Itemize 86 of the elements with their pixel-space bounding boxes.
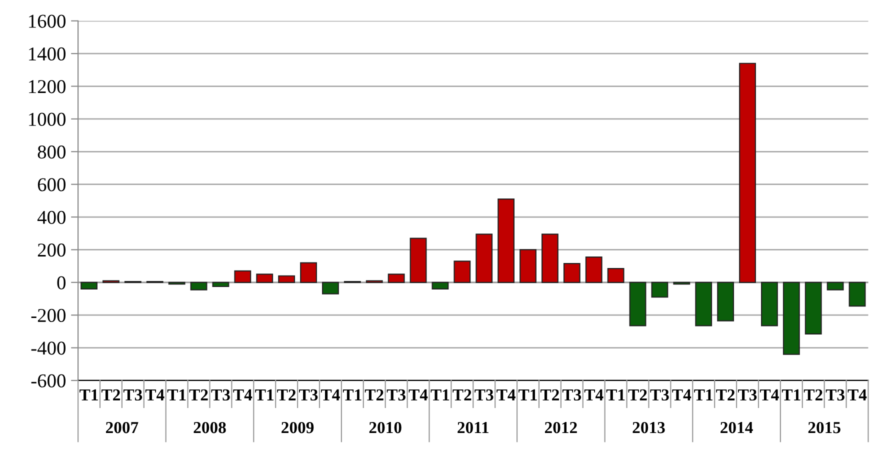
x-tick-label: T2 bbox=[716, 389, 735, 400]
y-tick-label: 1200 bbox=[29, 80, 66, 94]
x-tick-label: T3 bbox=[826, 389, 844, 401]
x-tick-label: T4 bbox=[584, 389, 604, 400]
bar bbox=[585, 256, 602, 283]
bar bbox=[739, 62, 756, 283]
bar bbox=[322, 282, 339, 294]
x-tick-label: T3 bbox=[211, 389, 230, 401]
text: 2010 bbox=[369, 422, 402, 434]
bar bbox=[476, 234, 493, 283]
bar bbox=[80, 282, 98, 290]
x-tick-label: T4 bbox=[672, 389, 692, 400]
x-tick-label: T3 bbox=[123, 389, 142, 401]
text: 2012 bbox=[544, 422, 577, 434]
x-tick-label: T1 bbox=[782, 389, 800, 400]
x-tick-label: T4 bbox=[408, 389, 428, 400]
bar bbox=[498, 198, 515, 283]
bar bbox=[388, 274, 405, 283]
bar bbox=[761, 282, 778, 326]
x-tick-label: T1 bbox=[255, 389, 274, 400]
bar bbox=[651, 282, 668, 298]
x-tick-label: T4 bbox=[760, 389, 779, 400]
x-tick-label: T4 bbox=[321, 389, 340, 400]
bar bbox=[190, 282, 208, 290]
x-tick-label: T2 bbox=[189, 389, 208, 400]
x-tick-label: T3 bbox=[738, 389, 757, 401]
bar bbox=[278, 275, 296, 283]
y-tick-label: -600 bbox=[31, 374, 66, 388]
bar bbox=[695, 282, 712, 326]
text: 2013 bbox=[632, 422, 665, 434]
x-tick-label: T1 bbox=[694, 389, 712, 400]
x-tick-label: T1 bbox=[342, 389, 362, 400]
x-tick-label: T4 bbox=[848, 389, 867, 400]
text: 2015 bbox=[808, 422, 840, 434]
bar bbox=[563, 263, 580, 283]
x-tick-label: T1 bbox=[606, 389, 625, 400]
bar bbox=[848, 282, 866, 307]
bar bbox=[520, 249, 536, 283]
x-tick-label: T4 bbox=[145, 389, 164, 400]
y-tick-label: -200 bbox=[31, 308, 66, 322]
x-tick-label: T3 bbox=[650, 389, 669, 401]
x-tick-label: T1 bbox=[518, 389, 537, 400]
x-tick-label: T2 bbox=[277, 389, 296, 400]
x-tick-label: T3 bbox=[299, 389, 318, 401]
bar bbox=[256, 274, 274, 283]
bar bbox=[717, 282, 734, 322]
x-tick-label: T2 bbox=[804, 389, 822, 400]
x-tick-label: T2 bbox=[452, 389, 472, 400]
bar bbox=[826, 282, 844, 290]
bar bbox=[300, 262, 317, 283]
bar bbox=[804, 282, 822, 334]
x-tick-label: T1 bbox=[80, 389, 98, 400]
y-tick-label: -400 bbox=[31, 342, 66, 355]
x-tick-label: T1 bbox=[430, 389, 450, 400]
y-tick-label: 0 bbox=[57, 276, 66, 290]
bar bbox=[432, 282, 449, 290]
bar bbox=[629, 282, 646, 326]
x-tick-label: T3 bbox=[474, 389, 494, 401]
text: 2014 bbox=[720, 422, 753, 434]
y-tick-label: 200 bbox=[38, 244, 66, 257]
bar bbox=[212, 282, 230, 288]
y-tick-label: 1400 bbox=[29, 47, 66, 61]
x-tick-label: T2 bbox=[102, 389, 120, 400]
x-tick-label: T2 bbox=[628, 389, 647, 400]
y-tick-label: 1000 bbox=[29, 112, 66, 126]
y-tick-label: 600 bbox=[38, 178, 66, 192]
bar bbox=[410, 238, 427, 283]
text: 2007 bbox=[106, 422, 138, 434]
text: 2008 bbox=[194, 422, 226, 434]
y-tick-label: 1600 bbox=[29, 14, 66, 28]
bar bbox=[234, 270, 252, 283]
x-tick-label: T4 bbox=[233, 389, 252, 400]
x-tick-label: T2 bbox=[540, 389, 559, 400]
bar bbox=[782, 282, 800, 355]
x-tick-label: T4 bbox=[496, 389, 516, 400]
x-tick-label: T1 bbox=[167, 389, 186, 400]
x-tick-label: T3 bbox=[386, 389, 406, 401]
text: 2011 bbox=[458, 422, 488, 434]
text: 2009 bbox=[282, 422, 314, 434]
y-tick-label: 400 bbox=[37, 210, 66, 224]
x-tick-label: T3 bbox=[562, 389, 582, 401]
x-tick-label: T2 bbox=[364, 389, 384, 400]
y-tick-label: 800 bbox=[38, 145, 66, 159]
bar bbox=[542, 234, 558, 283]
bar bbox=[454, 260, 471, 283]
bar bbox=[607, 268, 624, 283]
